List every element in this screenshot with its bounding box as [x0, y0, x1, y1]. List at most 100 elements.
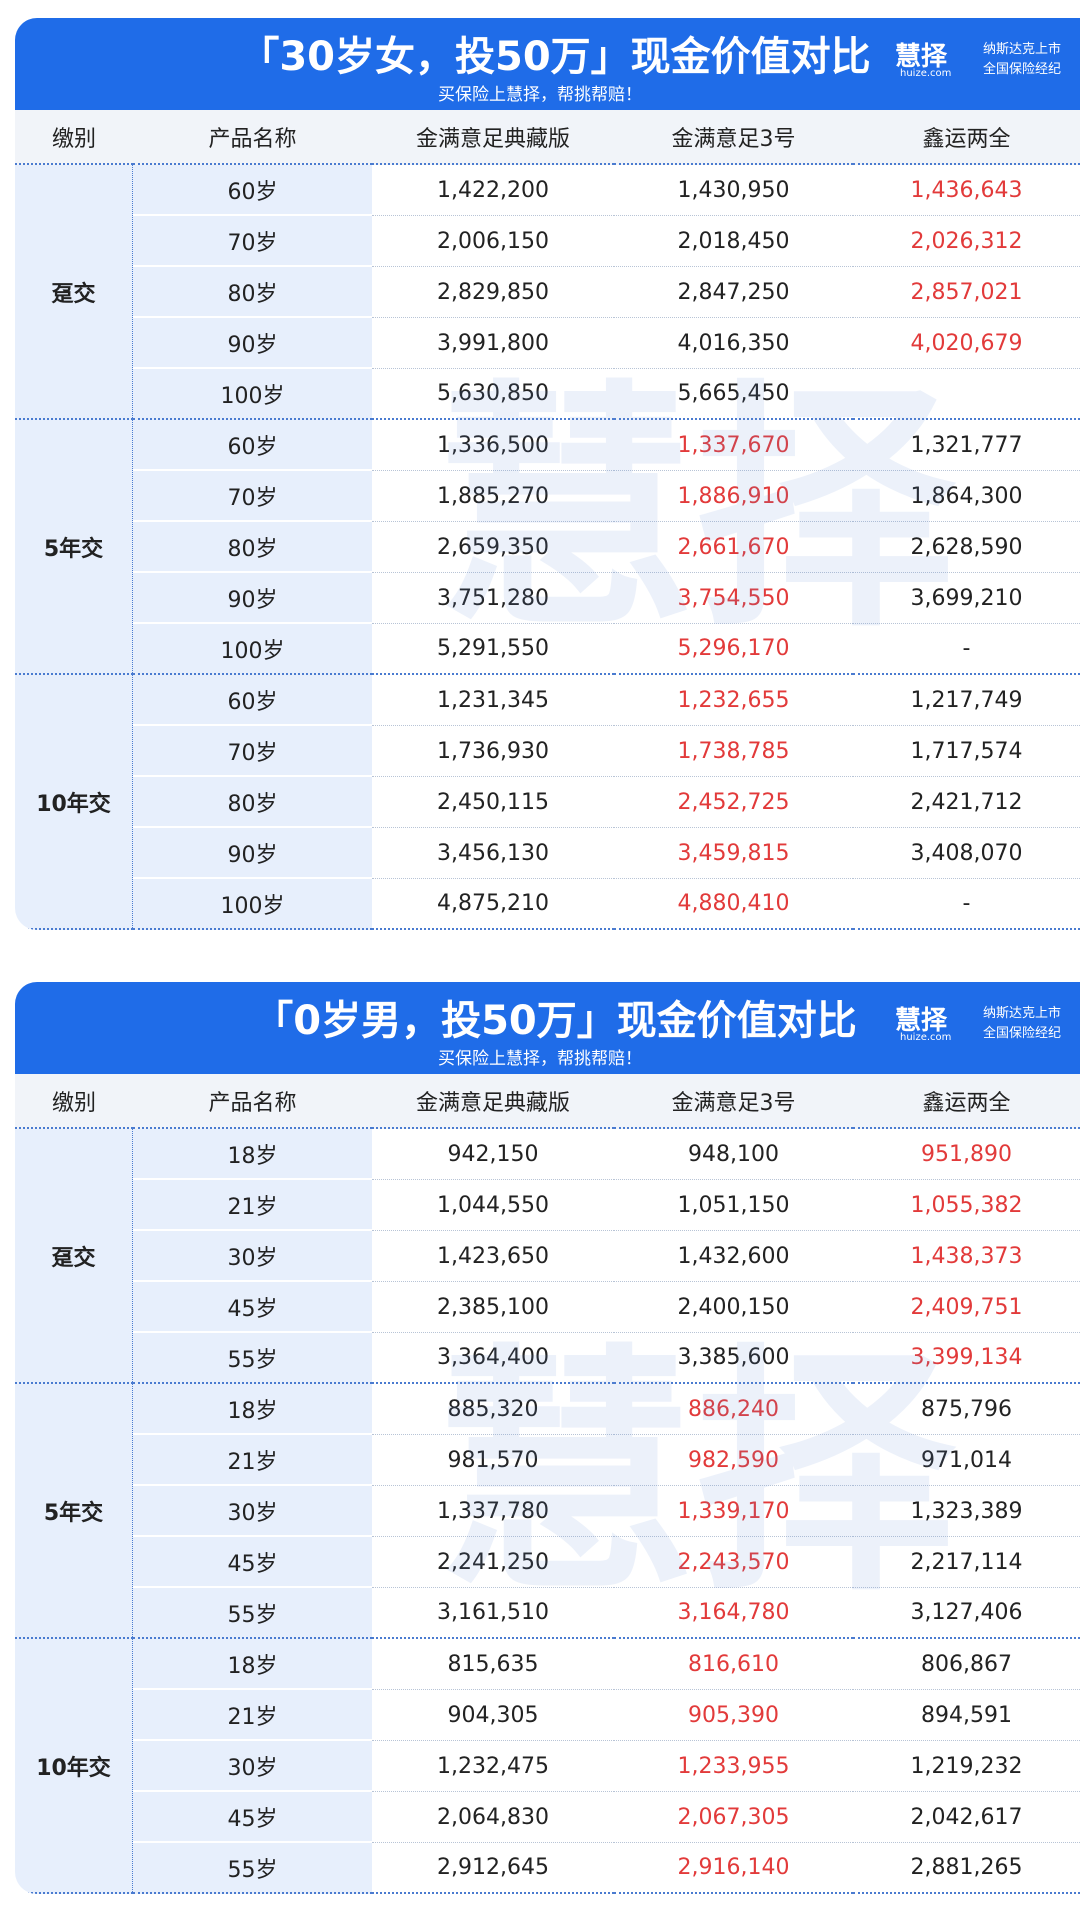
- value-cell: 1,436,643: [853, 165, 1080, 216]
- value-cell: 875,796: [853, 1384, 1080, 1435]
- value-cell: 5,296,170: [614, 624, 853, 675]
- value-cell: 2,450,115: [372, 777, 614, 828]
- value-cell: 2,026,312: [853, 216, 1080, 267]
- title: 「30岁女，投50万」现金价值对比: [239, 34, 871, 80]
- value-cell: 5,630,850: [372, 369, 614, 420]
- value-cell: 894,591: [853, 1690, 1080, 1741]
- row-label: 45岁: [133, 1537, 372, 1588]
- value-cell: 4,880,410: [614, 879, 853, 930]
- value-cell: 971,014: [853, 1435, 1080, 1486]
- value-cell: 904,305: [372, 1690, 614, 1741]
- value-cell: 1,044,550: [372, 1180, 614, 1231]
- row-label: 100岁: [133, 369, 372, 420]
- value-cell: 951,890: [853, 1129, 1080, 1180]
- row-label: 21岁: [133, 1435, 372, 1486]
- column-header: 鑫运两全: [853, 110, 1080, 165]
- value-cell: 1,339,170: [614, 1486, 853, 1537]
- value-cell: [853, 369, 1080, 420]
- value-cell: 2,421,712: [853, 777, 1080, 828]
- value-cell: 1,233,955: [614, 1741, 853, 1792]
- value-cell: 4,020,679: [853, 318, 1080, 369]
- column-header: 金满意足典藏版: [372, 1074, 614, 1129]
- row-label: 21岁: [133, 1690, 372, 1741]
- value-cell: 806,867: [853, 1639, 1080, 1690]
- value-cell: 2,217,114: [853, 1537, 1080, 1588]
- row-label: 70岁: [133, 471, 372, 522]
- value-cell: 816,610: [614, 1639, 853, 1690]
- value-cell: 3,364,400: [372, 1333, 614, 1384]
- subtitle: 买保险上慧择，帮挑帮赔！: [438, 1049, 642, 1069]
- value-cell: 3,991,800: [372, 318, 614, 369]
- value-cell: 1,231,345: [372, 675, 614, 726]
- row-label: 45岁: [133, 1792, 372, 1843]
- row-label: 18岁: [133, 1129, 372, 1180]
- value-cell: -: [853, 624, 1080, 675]
- value-cell: 1,232,475: [372, 1741, 614, 1792]
- value-cell: 2,659,350: [372, 522, 614, 573]
- value-cell: 4,016,350: [614, 318, 853, 369]
- value-cell: 2,661,670: [614, 522, 853, 573]
- title: 「0岁男，投50万」现金价值对比: [253, 998, 857, 1044]
- row-label: 18岁: [133, 1639, 372, 1690]
- value-cell: -: [853, 879, 1080, 930]
- value-cell: 1,886,910: [614, 471, 853, 522]
- value-cell: 3,164,780: [614, 1588, 853, 1639]
- row-label: 60岁: [133, 420, 372, 471]
- logo-line: 全国保险经纪: [983, 62, 1062, 77]
- logo-name: 慧择: [895, 42, 948, 72]
- value-cell: 3,161,510: [372, 1588, 614, 1639]
- value-cell: 5,665,450: [614, 369, 853, 420]
- row-label: 90岁: [133, 573, 372, 624]
- value-cell: 3,751,280: [372, 573, 614, 624]
- value-cell: 982,590: [614, 1435, 853, 1486]
- row-label: 80岁: [133, 777, 372, 828]
- value-cell: 1,055,382: [853, 1180, 1080, 1231]
- column-header: 金满意足典藏版: [372, 110, 614, 165]
- value-cell: 1,336,500: [372, 420, 614, 471]
- logo-line: 纳斯达克上市: [983, 42, 1062, 57]
- value-cell: 1,323,389: [853, 1486, 1080, 1537]
- logo-domain: huize.com: [900, 1032, 952, 1043]
- value-cell: 1,051,150: [614, 1180, 853, 1231]
- row-label: 70岁: [133, 216, 372, 267]
- row-label: 80岁: [133, 267, 372, 318]
- logo-name: 慧择: [895, 1006, 948, 1036]
- column-header: 金满意足3号: [614, 1074, 853, 1129]
- subtitle: 买保险上慧择，帮挑帮赔！: [438, 85, 642, 105]
- group-label: 5年交: [15, 420, 133, 675]
- row-label: 45岁: [133, 1282, 372, 1333]
- value-cell: 948,100: [614, 1129, 853, 1180]
- column-header: 缴别: [15, 1074, 133, 1129]
- row-label: 80岁: [133, 522, 372, 573]
- value-cell: 1,321,777: [853, 420, 1080, 471]
- value-cell: 2,912,645: [372, 1843, 614, 1894]
- value-cell: 2,916,140: [614, 1843, 853, 1894]
- value-cell: 3,754,550: [614, 573, 853, 624]
- value-cell: 2,241,250: [372, 1537, 614, 1588]
- row-label: 55岁: [133, 1333, 372, 1384]
- group-label: 10年交: [15, 1639, 133, 1894]
- header-band: 「30岁女，投50万」现金价值对比 买保险上慧择，帮挑帮赔！ 慧择 huize.com…: [15, 18, 1080, 110]
- value-cell: 2,400,150: [614, 1282, 853, 1333]
- group-label: 5年交: [15, 1384, 133, 1639]
- data-table: 缴别 产品名称 金满意足典藏版 金满意足3号 鑫运两全 趸交 60岁 1,422,200 1,4…: [15, 110, 1080, 930]
- value-cell: 905,390: [614, 1690, 853, 1741]
- value-cell: 1,736,930: [372, 726, 614, 777]
- group-label: 趸交: [15, 165, 133, 420]
- value-cell: 1,232,655: [614, 675, 853, 726]
- table-card: 「30岁女，投50万」现金价值对比 买保险上慧择，帮挑帮赔！ 慧择 huize.com…: [15, 18, 1080, 930]
- value-cell: 815,635: [372, 1639, 614, 1690]
- value-cell: 3,699,210: [853, 573, 1080, 624]
- value-cell: 2,243,570: [614, 1537, 853, 1588]
- value-cell: 1,432,600: [614, 1231, 853, 1282]
- value-cell: 4,875,210: [372, 879, 614, 930]
- value-cell: 3,399,134: [853, 1333, 1080, 1384]
- value-cell: 2,847,250: [614, 267, 853, 318]
- value-cell: 2,018,450: [614, 216, 853, 267]
- row-label: 60岁: [133, 165, 372, 216]
- value-cell: 2,881,265: [853, 1843, 1080, 1894]
- value-cell: 1,217,749: [853, 675, 1080, 726]
- row-label: 100岁: [133, 879, 372, 930]
- value-cell: 2,857,021: [853, 267, 1080, 318]
